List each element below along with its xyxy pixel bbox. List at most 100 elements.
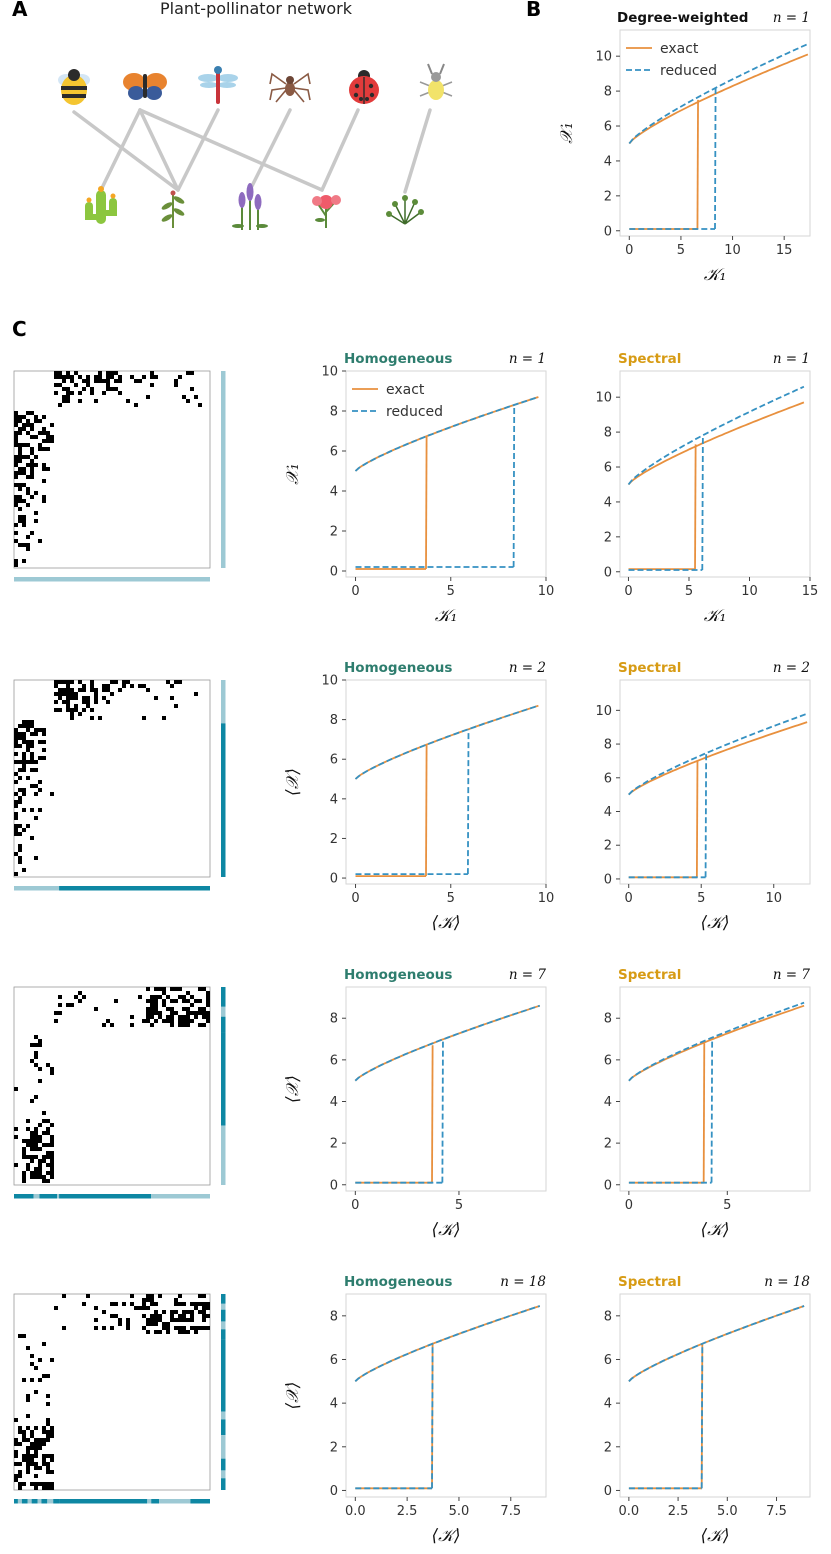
matrix-cell	[22, 1438, 26, 1442]
matrix-cell	[202, 1011, 206, 1015]
y-tick-label: 0	[604, 1484, 612, 1499]
matrix-cell	[122, 680, 126, 684]
matrix-cell	[150, 1314, 154, 1318]
matrix-cell	[134, 403, 138, 407]
matrix-cell	[38, 808, 42, 812]
legend-reduced-label: reduced	[660, 63, 717, 79]
x-tick-label: 5.0	[449, 1504, 470, 1519]
matrix-cell	[14, 740, 18, 744]
reduced-series-upper	[354, 704, 539, 780]
block-bar-right-segment	[221, 1458, 226, 1471]
herb-icon	[161, 190, 185, 228]
matrix-cell	[30, 720, 34, 724]
n-label: n = 2	[773, 660, 810, 676]
matrix-cell	[134, 379, 138, 383]
adjacency-matrix-2	[13, 679, 226, 891]
block-bar-bottom-segment	[14, 886, 60, 891]
matrix-cell	[22, 1430, 26, 1434]
matrix-cell	[18, 451, 22, 455]
matrix-cell	[42, 479, 46, 483]
matrix-cell	[190, 995, 194, 999]
ladybug-icon	[349, 70, 379, 104]
matrix-cell	[18, 455, 22, 459]
matrix-cell	[46, 435, 50, 439]
block-bar-bottom-segment	[47, 1499, 54, 1504]
matrix-cell	[34, 1442, 38, 1446]
matrix-cell	[94, 375, 98, 379]
block-bar-bottom-segment	[41, 1499, 48, 1504]
matrix-cell	[18, 515, 22, 519]
matrix-cell	[18, 431, 22, 435]
matrix-cell	[38, 728, 42, 732]
matrix-cell	[34, 519, 38, 523]
matrix-cell	[22, 868, 26, 872]
matrix-cell	[190, 1310, 194, 1314]
matrix-cell	[174, 704, 178, 708]
matrix-cell	[146, 999, 150, 1003]
matrix-cell	[42, 415, 46, 419]
block-bar-bottom-segment	[14, 577, 210, 582]
matrix-cell	[34, 1438, 38, 1442]
matrix-cell	[106, 387, 110, 391]
matrix-cell	[30, 1171, 34, 1175]
matrix-cell	[30, 1378, 34, 1382]
matrix-cell	[14, 495, 18, 499]
matrix-cell	[186, 1011, 190, 1015]
matrix-cell	[130, 684, 134, 688]
matrix-cell	[26, 1139, 30, 1143]
matrix-cell	[14, 1163, 18, 1167]
matrix-cell	[22, 467, 26, 471]
n-label: n = 2	[509, 660, 546, 676]
matrix-cell	[38, 1482, 42, 1486]
chart-c4h: 0.0 2.5 5.0 7.5 0 2 4 6 8 Homogeneous n = 18 ⟨𝒦⟩ ⟨𝒳⟩	[283, 1274, 547, 1546]
matrix-cells	[14, 1294, 210, 1490]
matrix-cell	[150, 1322, 154, 1326]
matrix-cell	[182, 395, 186, 399]
matrix-cell	[202, 1306, 206, 1310]
matrix-cell	[30, 740, 34, 744]
matrix-cell	[26, 1426, 30, 1430]
reduced-series-upper	[628, 1305, 805, 1382]
legend-reduced-label: reduced	[386, 404, 443, 420]
matrix-cell	[62, 395, 66, 399]
matrix-cell	[18, 824, 22, 828]
plot-frame	[619, 29, 811, 237]
matrix-cell	[34, 491, 38, 495]
matrix-cell	[22, 792, 26, 796]
matrix-cell	[146, 1019, 150, 1023]
reduced-series-jump	[714, 85, 717, 230]
matrix-cell	[50, 1482, 54, 1486]
matrix-cell	[42, 756, 46, 760]
matrix-cell	[106, 375, 110, 379]
legend-exact-label: exact	[386, 382, 425, 398]
matrix-cell	[202, 1318, 206, 1322]
y-tick-label: 2	[604, 1137, 612, 1152]
matrix-cell	[14, 475, 18, 479]
matrix-cell	[58, 696, 62, 700]
matrix-cell	[30, 423, 34, 427]
matrix-cell	[158, 1015, 162, 1019]
matrix-cell	[46, 1394, 50, 1398]
matrix-cell	[166, 1007, 170, 1011]
matrix-cell	[34, 1131, 38, 1135]
matrix-cell	[50, 1163, 54, 1167]
matrix-cell	[174, 1318, 178, 1322]
y-axis-label: ⟨𝒳⟩	[283, 768, 303, 796]
matrix-cell	[14, 539, 18, 543]
matrix-cell	[114, 680, 118, 684]
matrix-cell	[178, 1330, 182, 1334]
y-axis-label: 𝒳₁	[283, 463, 303, 484]
matrix-cell	[190, 371, 194, 375]
matrix-cell	[206, 1314, 210, 1318]
matrix-cell	[66, 704, 70, 708]
matrix-cell	[22, 732, 26, 736]
matrix-cell	[38, 1139, 42, 1143]
matrix-cell	[158, 1011, 162, 1015]
matrix-cell	[82, 688, 86, 692]
matrix-cell	[14, 455, 18, 459]
matrix-cell	[130, 1302, 134, 1306]
matrix-cell	[94, 1007, 98, 1011]
matrix-cell	[34, 1043, 38, 1047]
matrix-cell	[174, 383, 178, 387]
